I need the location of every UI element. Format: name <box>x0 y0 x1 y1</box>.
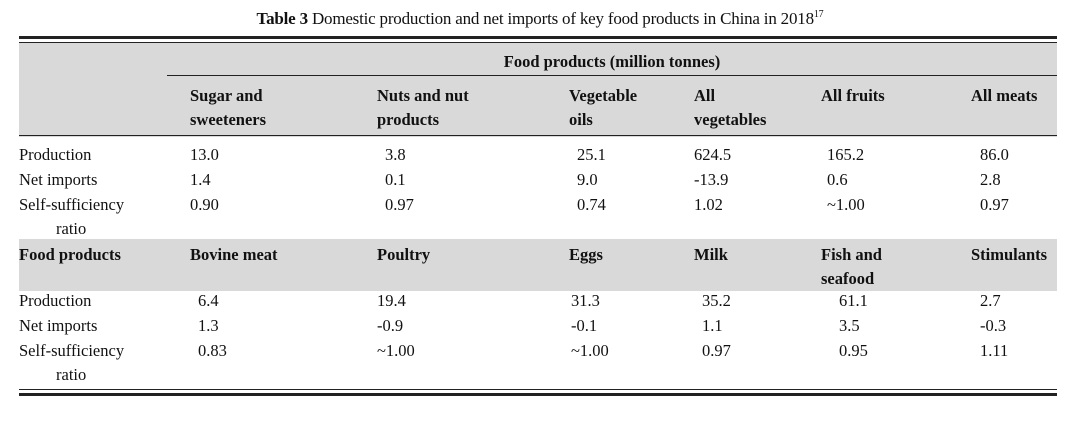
column-header: Nuts and nut <box>377 86 469 105</box>
top-rule-1 <box>19 36 1057 39</box>
table-cell: 1.02 <box>694 195 723 214</box>
column-header: Stimulants <box>971 245 1048 264</box>
table-cell: 0.74 <box>577 195 606 214</box>
row-label: ratio <box>56 219 87 238</box>
row-label: Production <box>19 145 92 164</box>
table-cell: -0.3 <box>980 316 1007 335</box>
table-cell: -0.9 <box>377 316 404 335</box>
header-band <box>19 43 1057 137</box>
header-bottom-rule <box>19 135 1057 136</box>
column-header: sweeteners <box>190 110 267 129</box>
row-label: Net imports <box>19 316 98 335</box>
table-cell: 2.7 <box>980 291 1001 310</box>
spanner-header: Food products (million tonnes) <box>503 52 721 71</box>
table-cell: 1.3 <box>198 316 219 335</box>
table-cell: 0.6 <box>827 170 848 189</box>
table-cell: ~1.00 <box>571 341 609 360</box>
table-cell: 0.97 <box>980 195 1009 214</box>
table-cell: 86.0 <box>980 145 1009 164</box>
caption-text: Domestic production and net imports of k… <box>311 9 814 28</box>
table-cell: 6.4 <box>198 291 219 310</box>
table-cell: 2.8 <box>980 170 1001 189</box>
row-label: ratio <box>56 365 87 384</box>
column-header: oils <box>569 110 593 129</box>
caption-ref: 17 <box>813 9 824 20</box>
column-header: Bovine meat <box>190 245 278 264</box>
table-cell: 0.90 <box>190 195 219 214</box>
table-cell: 165.2 <box>827 145 865 164</box>
table-cell: 9.0 <box>577 170 598 189</box>
table-cell: 13.0 <box>190 145 219 164</box>
column-header: vegetables <box>694 110 767 129</box>
row-label: Self-sufficiency <box>19 195 125 214</box>
spanner-rule <box>167 75 1057 76</box>
caption-label: Table 3 <box>256 9 309 28</box>
table-cell: 0.95 <box>839 341 868 360</box>
column-header: Fish and <box>821 245 882 264</box>
row-label: Net imports <box>19 170 98 189</box>
table-caption: Table 3 Domestic production and net impo… <box>0 9 1080 29</box>
table-cell: -13.9 <box>694 170 729 189</box>
table-cell: 624.5 <box>694 145 732 164</box>
column-header: Poultry <box>377 245 431 264</box>
column-header: Eggs <box>569 245 603 264</box>
column-header: All <box>694 86 716 105</box>
table-cell: ~1.00 <box>377 341 415 360</box>
bottom-rule-2 <box>19 393 1057 396</box>
section-row-header: Food products <box>19 245 121 264</box>
table-cell: 0.83 <box>198 341 227 360</box>
table-cell: 35.2 <box>702 291 731 310</box>
table-cell: 3.8 <box>385 145 406 164</box>
row-label: Self-sufficiency <box>19 341 125 360</box>
table-cell: 31.3 <box>571 291 600 310</box>
table-cell: 0.97 <box>702 341 731 360</box>
column-header: All meats <box>971 86 1038 105</box>
table-cell: 19.4 <box>377 291 406 310</box>
table-cell: 1.1 <box>702 316 723 335</box>
table-cell: 61.1 <box>839 291 868 310</box>
column-header: All fruits <box>821 86 885 105</box>
table-cell: ~1.00 <box>827 195 865 214</box>
row-label: Production <box>19 291 92 310</box>
table-cell: 0.97 <box>385 195 414 214</box>
column-header: Vegetable <box>569 86 638 105</box>
column-header: Sugar and <box>190 86 263 105</box>
column-header: products <box>377 110 440 129</box>
bottom-rule-1 <box>19 389 1057 390</box>
top-rule-2 <box>19 42 1057 43</box>
section2-header-band <box>19 239 1057 291</box>
column-header: Milk <box>694 245 728 264</box>
table-cell: 0.1 <box>385 170 406 189</box>
table-cell: 1.4 <box>190 170 211 189</box>
table-cell: 1.11 <box>980 341 1009 360</box>
table-cell: -0.1 <box>571 316 598 335</box>
column-header: seafood <box>821 269 875 288</box>
table-cell: 25.1 <box>577 145 606 164</box>
table-cell: 3.5 <box>839 316 860 335</box>
